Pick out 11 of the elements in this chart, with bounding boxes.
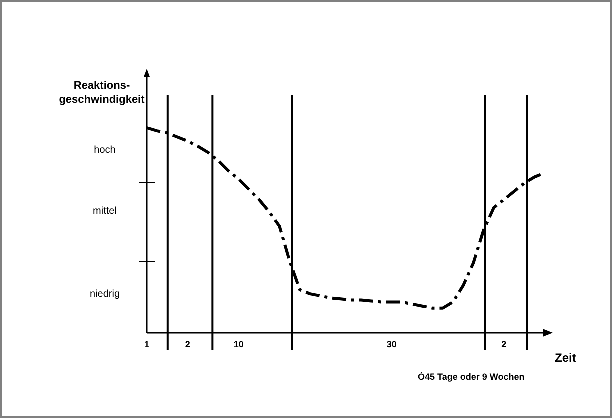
x-tick-label: 1 <box>144 339 150 350</box>
text: niedrig <box>90 289 120 300</box>
text: mittel <box>93 206 117 217</box>
text: hoch <box>94 145 116 156</box>
x-tick-label: 2 <box>185 339 190 350</box>
x-tick-label: 2 <box>502 339 507 350</box>
x-tick-label: 10 <box>234 339 244 350</box>
x-axis-title: Zeit <box>555 351 576 365</box>
text: Ó45 Tage oder 9 Wochen <box>418 372 525 382</box>
x-tick-label: 30 <box>386 339 397 350</box>
y-axis-title: Reaktions-geschwindigkeit <box>59 80 146 106</box>
